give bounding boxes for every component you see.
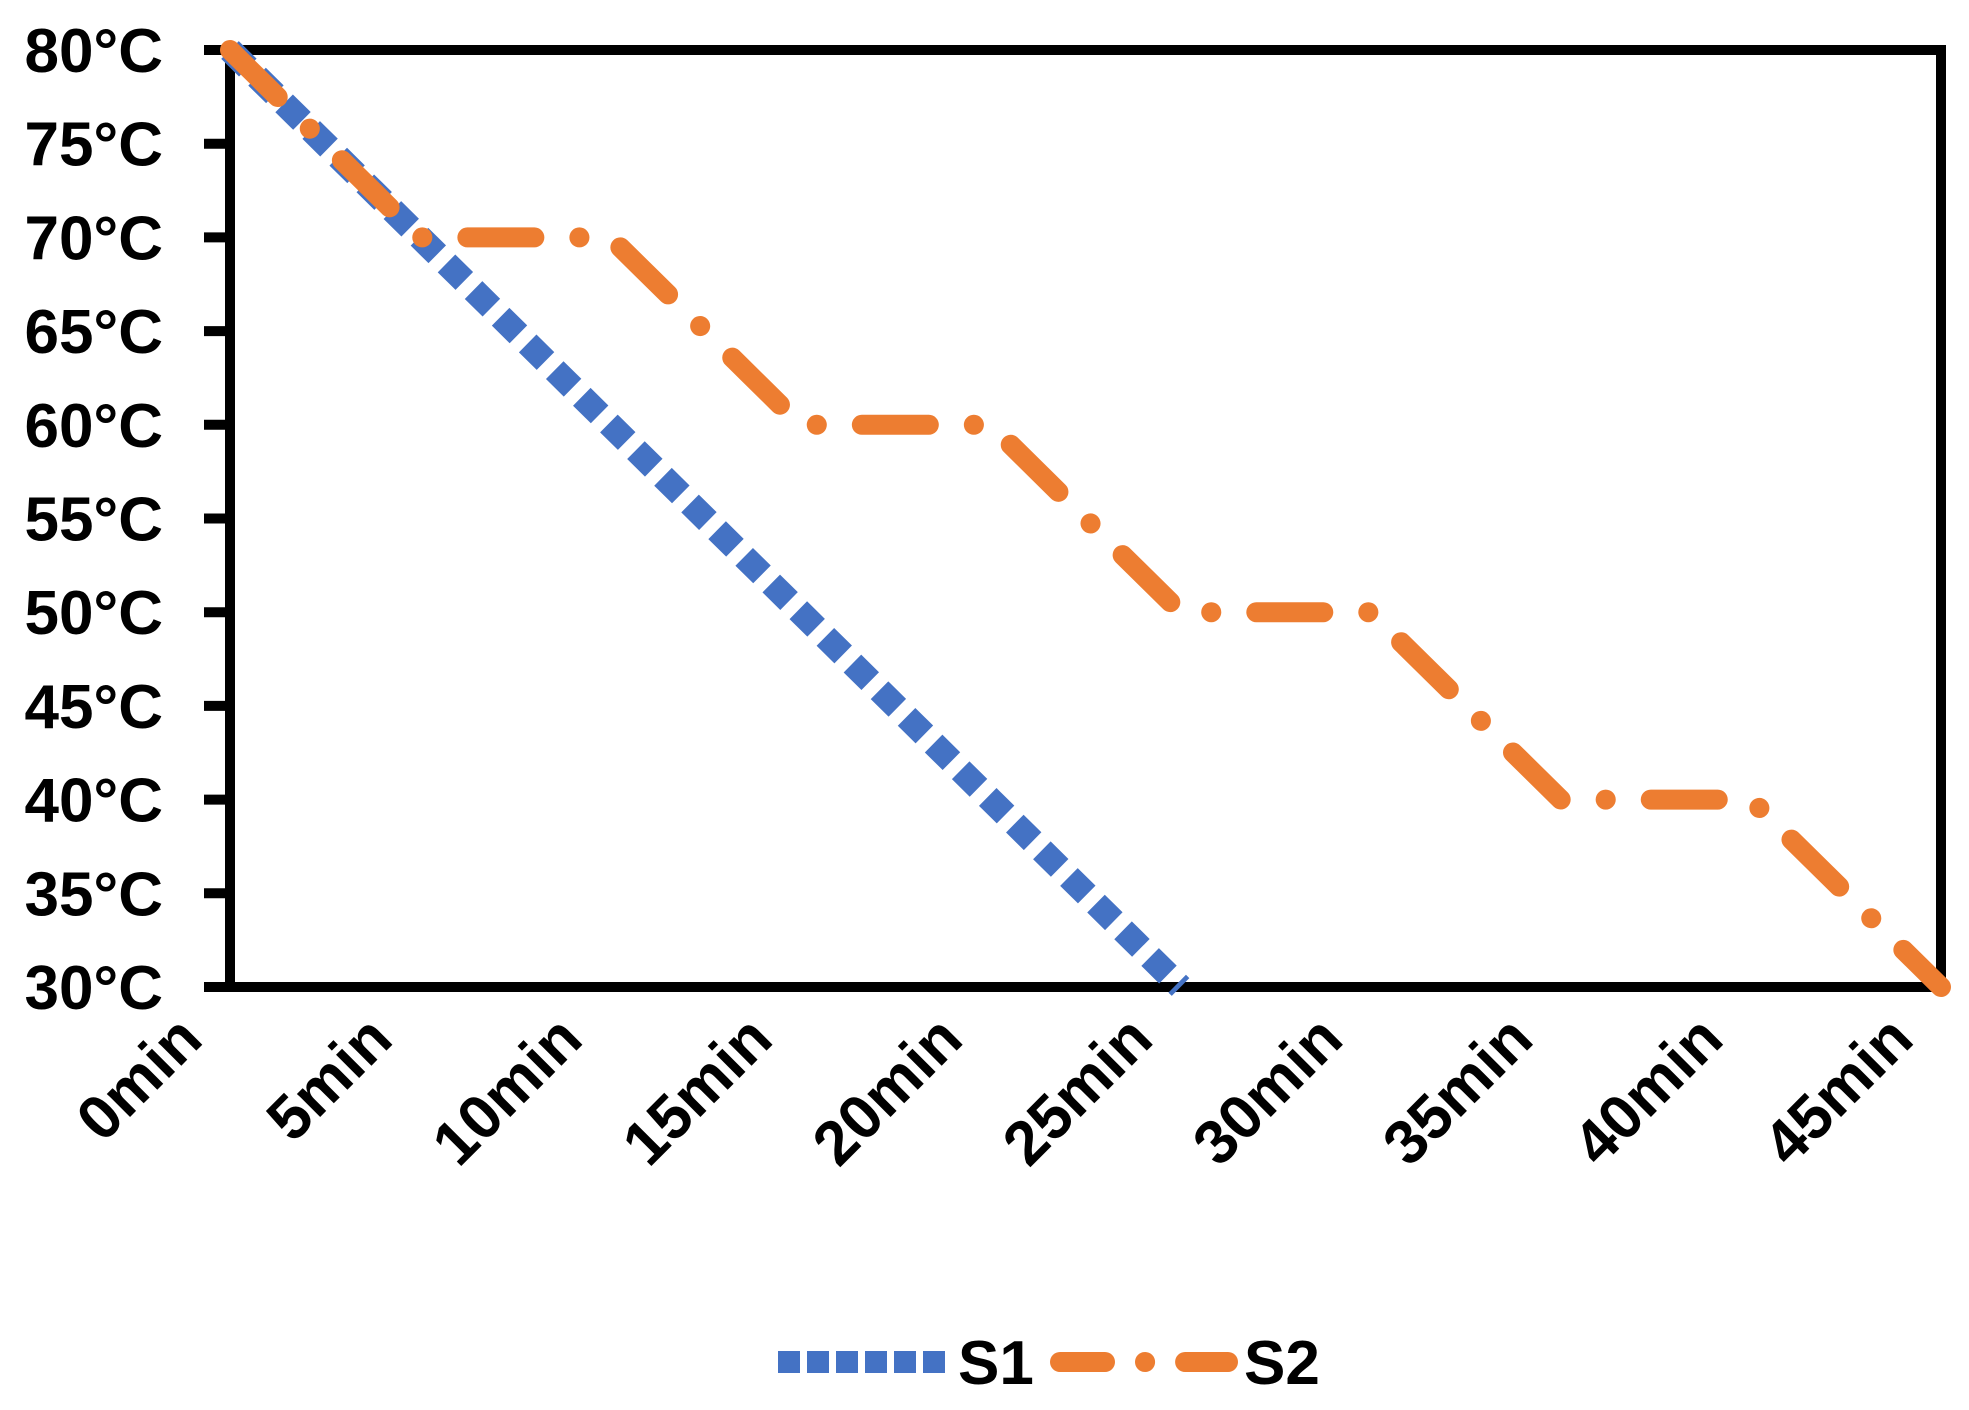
legend-label-s2: S2 xyxy=(1244,1329,1320,1398)
y-axis-label: 40°C xyxy=(24,767,163,836)
x-axis-label: 20min xyxy=(800,1003,976,1179)
x-axis-label: 15min xyxy=(610,1003,786,1179)
x-axis-label: 45min xyxy=(1750,1003,1926,1179)
x-axis-label: 0min xyxy=(64,1003,215,1154)
y-axis-label: 30°C xyxy=(24,954,163,1023)
y-axis-label: 70°C xyxy=(24,204,163,273)
y-axis-label: 45°C xyxy=(24,673,163,742)
y-axis-label: 60°C xyxy=(24,392,163,461)
series-s2-line xyxy=(220,40,1951,997)
y-axis-label: 75°C xyxy=(24,111,163,180)
x-axis-label: 5min xyxy=(254,1003,405,1154)
x-axis-label: 10min xyxy=(420,1003,596,1179)
y-axis-label: 65°C xyxy=(24,298,163,367)
x-axis-label: 35min xyxy=(1370,1003,1546,1179)
x-axis-label: 30min xyxy=(1180,1003,1356,1179)
y-axis-label: 80°C xyxy=(24,17,163,86)
series-s1-line xyxy=(221,41,1190,996)
y-axis-label: 35°C xyxy=(24,860,163,929)
legend-label-s1: S1 xyxy=(958,1329,1034,1398)
x-axis-label: 40min xyxy=(1560,1003,1736,1179)
x-axis-label: 25min xyxy=(990,1003,1166,1179)
y-axis-label: 50°C xyxy=(24,579,163,648)
y-axis-label: 55°C xyxy=(24,486,163,555)
